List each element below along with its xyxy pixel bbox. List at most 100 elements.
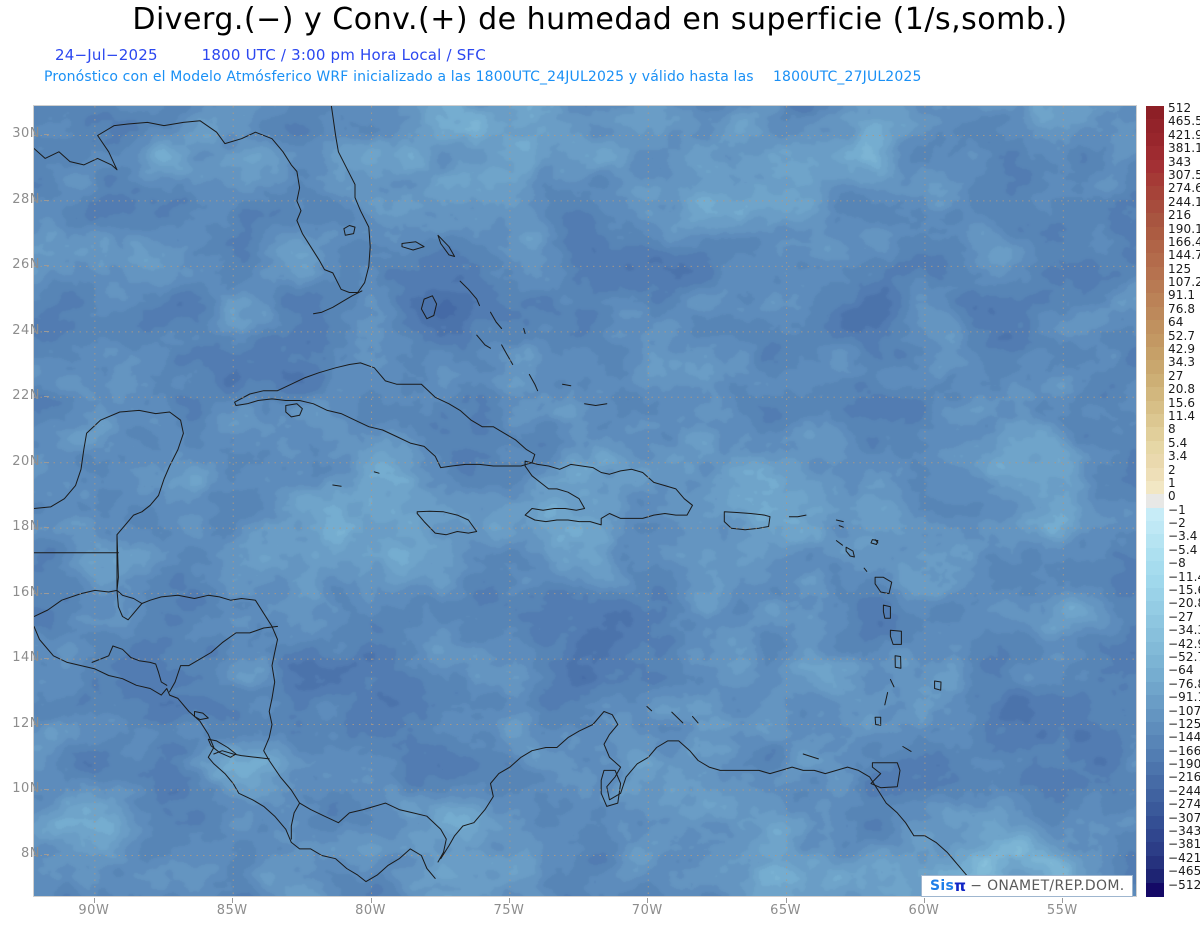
- coastline-central-america-north-coast: [142, 595, 446, 862]
- colorbar-tick-label: −52.7: [1168, 649, 1200, 664]
- colorbar-swatch: [1146, 775, 1164, 790]
- colorbar-swatch: [1146, 735, 1164, 750]
- coastline-dominica: [883, 605, 890, 618]
- colorbar-tick-label: 107.2: [1168, 275, 1200, 290]
- longitude-tick-label: 55W: [1046, 903, 1078, 918]
- colorbar-tick-label: −512: [1168, 877, 1200, 892]
- coastline-central-america-pacific-coast: [34, 626, 435, 881]
- coastline-grand-cayman: [333, 485, 341, 486]
- colorbar-swatch: [1146, 815, 1164, 830]
- coastline-tobago: [903, 747, 911, 752]
- colorbar-swatch: [1146, 521, 1164, 536]
- watermark-sis: Sis: [930, 878, 955, 894]
- colorbar-tick-label: 8: [1168, 422, 1176, 437]
- colorbar-tick-label: 144.7: [1168, 248, 1200, 263]
- colorbar-swatch: [1146, 869, 1164, 884]
- colorbar-tick-label: −8: [1168, 556, 1186, 571]
- coastline-virgin-islands: [789, 515, 806, 517]
- colorbar-swatch: [1146, 320, 1164, 335]
- colorbar-swatch: [1146, 266, 1164, 281]
- colorbar-swatch: [1146, 333, 1164, 348]
- coastline-border-honduras-salvador-west: [92, 646, 113, 662]
- colorbar-tick-label: 216: [1168, 208, 1192, 223]
- colorbar-swatch: [1146, 226, 1164, 241]
- coastline-lake-okeechobee: [344, 226, 355, 236]
- coastline-cuba: [235, 363, 535, 468]
- colorbar-swatch: [1146, 588, 1164, 603]
- colorbar-tick-label: 91.1: [1168, 288, 1196, 303]
- colorbar-tick-label: −5.4: [1168, 542, 1198, 557]
- colorbar-swatch: [1146, 882, 1164, 897]
- colorbar-tick-label: −15.6: [1168, 583, 1200, 598]
- colorbar-swatch: [1146, 480, 1164, 495]
- coastline-andros-island: [421, 296, 436, 319]
- coastline-cayman-brac: [374, 472, 379, 473]
- longitude-tick-label: 85W: [216, 903, 248, 918]
- colorbar-tick-label: −27: [1168, 609, 1194, 624]
- coastline-hispaniola: [525, 461, 692, 525]
- map-plot-area[interactable]: [33, 105, 1137, 897]
- coastline-florida-keys: [314, 291, 362, 314]
- colorbar-tick-label: −11.4: [1168, 569, 1200, 584]
- coastline-st-martin: [839, 526, 843, 528]
- colorbar-swatch: [1146, 829, 1164, 844]
- colorbar-tick-label: 52.7: [1168, 328, 1196, 343]
- colorbar-swatch: [1146, 280, 1164, 295]
- colorbar-swatch: [1146, 132, 1164, 147]
- coastline-border-honduras-guatemala: [117, 590, 142, 619]
- colorbar-swatch: [1146, 721, 1164, 736]
- coastline-barbados: [935, 681, 941, 690]
- latitude-tick-label: 24N: [12, 322, 40, 338]
- coastline-border-el-salvador: [113, 646, 167, 685]
- latitude-tick-mark: [44, 265, 49, 267]
- coastline-grenada: [875, 717, 881, 725]
- colorbar-tick-label: 76.8: [1168, 301, 1196, 316]
- colorbar-tick-label: −125: [1168, 716, 1200, 731]
- coastline-saba-statia: [836, 541, 842, 546]
- valid-until: 1800UTC_27JUL2025: [772, 69, 922, 85]
- coastline-lake-maracaibo: [601, 770, 620, 806]
- coastline-guadeloupe: [875, 577, 892, 593]
- colorbar-swatch: [1146, 547, 1164, 562]
- colorbar-tick-label: −1: [1168, 502, 1186, 517]
- colorbar-tick-label: −3.4: [1168, 529, 1198, 544]
- colorbar-swatch: [1146, 695, 1164, 710]
- coastline-mayaguana: [563, 384, 571, 386]
- colorbar-tick-label: 3.4: [1168, 449, 1188, 464]
- coastline-curacao: [672, 712, 683, 723]
- colorbar-swatch: [1146, 306, 1164, 321]
- source-watermark: Sis π − ONAMET/REP.DOM.: [921, 875, 1134, 897]
- coastline-cat-island: [491, 312, 502, 328]
- latitude-tick-label: 14N: [12, 650, 40, 666]
- colorbar-swatch: [1146, 440, 1164, 455]
- colorbar-swatch: [1146, 106, 1164, 120]
- coastline-isla-de-la-juventud: [286, 404, 303, 417]
- colorbar-swatch: [1146, 762, 1164, 777]
- colorbar-tick-label: 20.8: [1168, 382, 1196, 397]
- watermark-agency: − ONAMET/REP.DOM.: [970, 878, 1125, 894]
- colorbar-tick-label: 421.9: [1168, 127, 1200, 142]
- colorbar-tick-label: −244: [1168, 783, 1200, 798]
- colorbar-swatch: [1146, 748, 1164, 763]
- colorbar-swatch: [1146, 802, 1164, 817]
- latitude-tick-label: 10N: [12, 781, 40, 796]
- colorbar-tick-label: −216: [1168, 770, 1200, 785]
- colorbar-swatch: [1146, 614, 1164, 629]
- latitude-tick-mark: [44, 658, 49, 660]
- coastline-st-kitts-nevis: [846, 547, 854, 557]
- colorbar-swatch: [1146, 708, 1164, 723]
- latitude-tick-mark: [44, 592, 49, 594]
- coastline-turks-caicos: [585, 404, 607, 406]
- colorbar-swatch: [1146, 413, 1164, 428]
- colorbar-tick-label: 381.1: [1168, 141, 1200, 156]
- colorbar-swatch: [1146, 467, 1164, 482]
- forecast-time: 1800 UTC / 3:00 pm Hora Local / SFC: [201, 46, 486, 64]
- colorbar-tick-label: −42.9: [1168, 636, 1200, 651]
- header: Diverg.(−) y Conv.(+) de humedad en supe…: [0, 0, 1200, 96]
- coastline-border-honduras-nicaragua: [170, 626, 278, 691]
- colorbar-tick-label: −34.3: [1168, 623, 1200, 638]
- longitude-tick-mark: [93, 898, 95, 903]
- coastline-jamaica: [417, 511, 477, 535]
- colorbar-swatch: [1146, 454, 1164, 469]
- longitude-tick-label: 70W: [631, 903, 663, 918]
